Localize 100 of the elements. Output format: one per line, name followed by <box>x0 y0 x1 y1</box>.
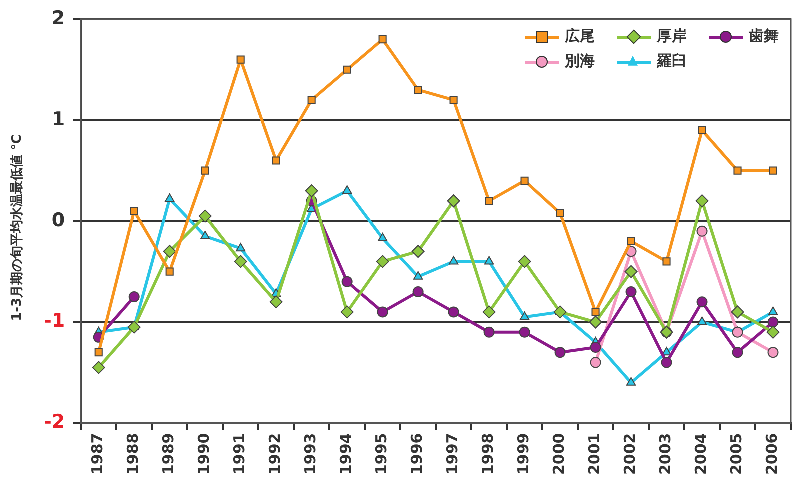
y-tick-label: -1 <box>44 310 66 332</box>
legend-label: 羅臼 <box>657 52 687 72</box>
point <box>626 286 637 298</box>
legend-label: 別海 <box>565 52 595 72</box>
point <box>378 232 388 242</box>
point <box>414 86 422 94</box>
point <box>166 268 174 276</box>
y-tick-label: -2 <box>44 411 66 434</box>
point <box>236 243 246 252</box>
point <box>662 258 671 266</box>
point <box>485 197 494 206</box>
x-tick-label: 1995 <box>372 433 391 475</box>
point <box>732 326 744 338</box>
x-tick-label: 1990 <box>195 433 214 475</box>
point <box>520 176 529 185</box>
point <box>734 166 742 175</box>
point <box>592 308 600 316</box>
x-tick-label: 2004 <box>692 433 710 475</box>
x-tick-label: 1992 <box>266 433 284 475</box>
y-tick-label: 2 <box>52 7 66 30</box>
point <box>163 245 176 258</box>
point <box>448 306 460 318</box>
legend-label: 広尾 <box>565 27 595 46</box>
point <box>200 230 210 240</box>
point <box>270 296 283 309</box>
x-tick-label: 1991 <box>230 433 249 475</box>
x-tick-label: 1996 <box>408 433 426 475</box>
point <box>627 237 636 246</box>
legend-label: 厚岸 <box>657 27 687 46</box>
x-tick-label: 2003 <box>656 433 675 475</box>
point <box>554 347 566 358</box>
y-axis-title: 1-3月期の旬平均水温最低値 ℃ <box>9 134 26 322</box>
point <box>484 256 494 265</box>
point <box>768 316 779 328</box>
point <box>236 56 245 64</box>
point <box>697 316 708 326</box>
point <box>343 66 352 74</box>
point <box>342 186 352 194</box>
point <box>377 306 388 318</box>
point <box>94 348 103 357</box>
point <box>661 357 672 368</box>
point <box>626 377 636 386</box>
point <box>482 306 496 319</box>
point <box>378 36 387 44</box>
x-tick-label: 1994 <box>337 433 356 475</box>
point <box>520 312 530 320</box>
point <box>447 194 460 208</box>
x-tick-label: 2001 <box>586 433 604 475</box>
x-tick-label: 1987 <box>88 433 107 475</box>
legend-label: 歯舞 <box>749 27 779 46</box>
point <box>342 276 353 288</box>
point <box>768 306 778 316</box>
y-tick-label: 0 <box>52 209 66 232</box>
point <box>589 316 602 329</box>
point <box>769 166 778 175</box>
x-tick-label: 1998 <box>479 433 498 475</box>
point <box>92 361 106 374</box>
point <box>308 96 316 104</box>
point <box>696 226 708 237</box>
point <box>340 306 354 319</box>
point <box>412 286 424 298</box>
point <box>696 296 708 308</box>
x-tick-label: 1988 <box>124 433 142 475</box>
point <box>590 342 602 354</box>
point <box>554 306 567 319</box>
point <box>305 184 318 198</box>
point <box>518 255 532 268</box>
x-tick-label: 1993 <box>302 433 320 475</box>
point <box>234 255 248 268</box>
point <box>413 271 424 280</box>
point <box>450 96 458 104</box>
point <box>412 245 425 258</box>
point <box>696 194 709 208</box>
point <box>484 326 495 338</box>
point <box>448 256 459 265</box>
point <box>624 265 638 278</box>
x-tick-label: 2002 <box>621 433 640 475</box>
point <box>590 357 602 368</box>
x-tick-label: 1997 <box>444 433 462 475</box>
point <box>698 126 706 134</box>
point <box>519 326 530 338</box>
point <box>272 156 280 165</box>
point <box>198 210 212 223</box>
point <box>201 166 210 175</box>
x-tick-label: 1989 <box>160 433 178 475</box>
point <box>732 347 744 358</box>
point <box>556 209 564 218</box>
point <box>165 194 175 202</box>
point <box>731 306 744 319</box>
x-tick-label: 2000 <box>550 433 568 475</box>
point <box>130 207 138 216</box>
point <box>128 320 141 334</box>
x-tick-label: 2005 <box>728 433 746 475</box>
y-tick-label: 1 <box>52 108 66 130</box>
point <box>376 255 390 268</box>
point <box>128 292 140 303</box>
x-tick-label: 1999 <box>514 433 533 475</box>
point <box>766 326 780 339</box>
point <box>768 347 779 358</box>
x-tick-label: 2006 <box>763 433 782 475</box>
